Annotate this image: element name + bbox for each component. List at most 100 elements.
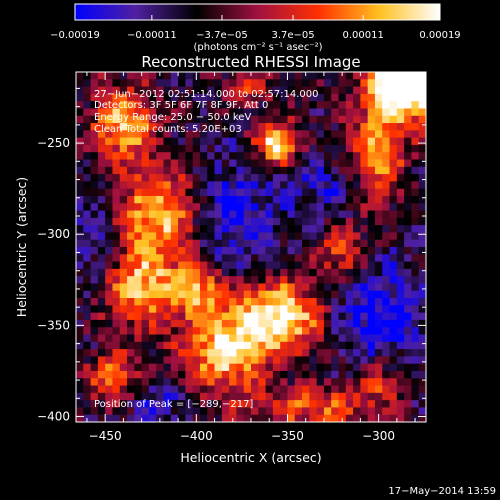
heatmap-cell — [374, 174, 383, 182]
heatmap-cell — [119, 210, 128, 219]
heatmap-cell — [105, 268, 113, 277]
heatmap-cell — [360, 407, 369, 416]
heatmap-cell — [127, 188, 135, 197]
heatmap-cell — [221, 392, 230, 401]
heatmap-cell — [83, 152, 91, 160]
heatmap-cell — [404, 181, 412, 190]
heatmap-cell — [170, 312, 179, 321]
heatmap-cell — [119, 312, 128, 321]
heatmap-cell — [331, 159, 339, 168]
heatmap-cell — [90, 283, 99, 292]
heatmap-cell — [243, 115, 252, 124]
heatmap-cell — [338, 79, 347, 87]
heatmap-cell — [83, 181, 91, 190]
heatmap-cell — [382, 319, 390, 328]
heatmap-cell — [192, 247, 201, 255]
heatmap-cell — [141, 79, 150, 87]
heatmap-cell — [192, 298, 201, 306]
heatmap-cell — [207, 276, 215, 284]
heatmap-cell — [396, 312, 405, 321]
heatmap-cell — [207, 225, 215, 233]
heatmap-cell — [418, 334, 426, 343]
heatmap-cell — [323, 152, 332, 160]
heatmap-cell — [309, 305, 318, 314]
heatmap-cell — [163, 101, 172, 109]
heatmap-cell — [141, 283, 150, 292]
heatmap-cell — [148, 130, 157, 139]
heatmap-cell — [331, 290, 339, 299]
heatmap-cell — [374, 370, 383, 379]
heatmap-cell — [243, 276, 252, 284]
heatmap-cell — [272, 385, 281, 394]
heatmap-cell — [192, 181, 201, 190]
heatmap-cell — [83, 298, 91, 306]
heatmap-cell — [404, 400, 412, 408]
heatmap-cell — [389, 312, 398, 321]
heatmap-cell — [287, 188, 296, 197]
heatmap-cell — [90, 268, 99, 277]
heatmap-cell — [127, 261, 135, 270]
heatmap-cell — [199, 276, 208, 284]
heatmap-cell — [178, 283, 186, 292]
heatmap-cell — [185, 276, 194, 284]
heatmap-cell — [90, 159, 99, 168]
heatmap-cell — [221, 276, 230, 284]
heatmap-cell — [331, 298, 339, 306]
heatmap-cell — [112, 254, 121, 262]
heatmap-cell — [404, 261, 412, 270]
heatmap-cell — [367, 137, 376, 146]
heatmap-cell — [396, 334, 405, 343]
heatmap-cell — [207, 123, 215, 131]
heatmap-cell — [367, 86, 376, 95]
heatmap-cell — [221, 166, 230, 175]
heatmap-cell — [119, 400, 128, 408]
heatmap-cell — [374, 385, 383, 394]
heatmap-cell — [163, 203, 172, 211]
heatmap-cell — [105, 203, 113, 211]
heatmap-cell — [97, 144, 106, 153]
heatmap-cell — [178, 378, 186, 386]
heatmap-cell — [207, 349, 215, 357]
heatmap-cell — [148, 166, 157, 175]
heatmap-cell — [76, 407, 84, 416]
heatmap-cell — [76, 225, 84, 233]
heatmap-cell — [367, 195, 376, 204]
heatmap-cell — [185, 152, 194, 160]
heatmap-cell — [199, 370, 208, 379]
heatmap-cell — [229, 152, 237, 160]
heatmap-cell — [316, 225, 325, 233]
heatmap-cell — [199, 247, 208, 255]
heatmap-cell — [382, 79, 390, 87]
heatmap-cell — [265, 363, 274, 372]
heatmap-cell — [207, 72, 215, 80]
heatmap-cell — [148, 217, 157, 226]
heatmap-cell — [338, 159, 347, 168]
heatmap-cell — [76, 334, 84, 343]
heatmap-cell — [97, 72, 106, 80]
heatmap-cell — [374, 276, 383, 284]
heatmap-cell — [265, 210, 274, 219]
heatmap-cell — [382, 356, 390, 365]
heatmap-cell — [309, 130, 318, 139]
heatmap-cell — [134, 268, 143, 277]
heatmap-cell — [192, 86, 201, 95]
heatmap-cell — [287, 312, 296, 321]
heatmap-cell — [97, 181, 106, 190]
heatmap-cell — [112, 159, 121, 168]
heatmap-cell — [345, 327, 354, 335]
heatmap-cell — [243, 181, 252, 190]
heatmap-cell — [90, 115, 99, 124]
heatmap-cell — [382, 166, 390, 175]
heatmap-cell — [156, 370, 164, 379]
heatmap-cell — [214, 152, 223, 160]
heatmap-cell — [404, 385, 412, 394]
heatmap-cell — [243, 312, 252, 321]
heatmap-cell — [396, 159, 405, 168]
heatmap-cell — [382, 108, 390, 117]
heatmap-cell — [272, 181, 281, 190]
heatmap-cell — [105, 181, 113, 190]
heatmap-cell — [396, 247, 405, 255]
heatmap-cell — [185, 385, 194, 394]
heatmap-cell — [229, 334, 237, 343]
heatmap-cell — [156, 247, 164, 255]
